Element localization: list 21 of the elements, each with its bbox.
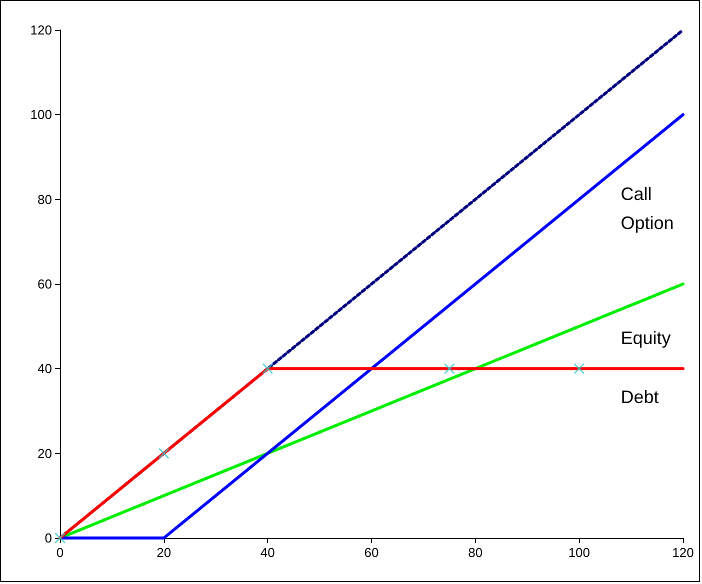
series-label: Equity — [620, 328, 671, 348]
point — [444, 364, 454, 374]
y-tick-label: 0 — [44, 530, 52, 546]
x-tick-label: 20 — [156, 545, 172, 560]
y-tick-label: 60 — [38, 276, 52, 292]
x-tick-label: 40 — [260, 545, 275, 560]
x-tick-label: 120 — [672, 545, 694, 560]
y-tick-label: 20 — [38, 446, 52, 461]
series-label: Debt — [620, 387, 659, 408]
y-tick-label: 100 — [30, 107, 52, 122]
y-tick-label: 120 — [30, 22, 52, 38]
x-tick-label: 80 — [468, 545, 483, 560]
x-tick-label: 100 — [568, 545, 590, 560]
point — [574, 364, 584, 374]
series-label: Call Option — [620, 184, 674, 233]
x-tick-label: 0 — [56, 545, 64, 560]
y-tick-label: 80 — [38, 192, 52, 207]
y-tick-label: 40 — [38, 361, 52, 376]
point — [262, 364, 273, 374]
point — [158, 448, 169, 458]
x-tick-label: 60 — [364, 545, 379, 560]
